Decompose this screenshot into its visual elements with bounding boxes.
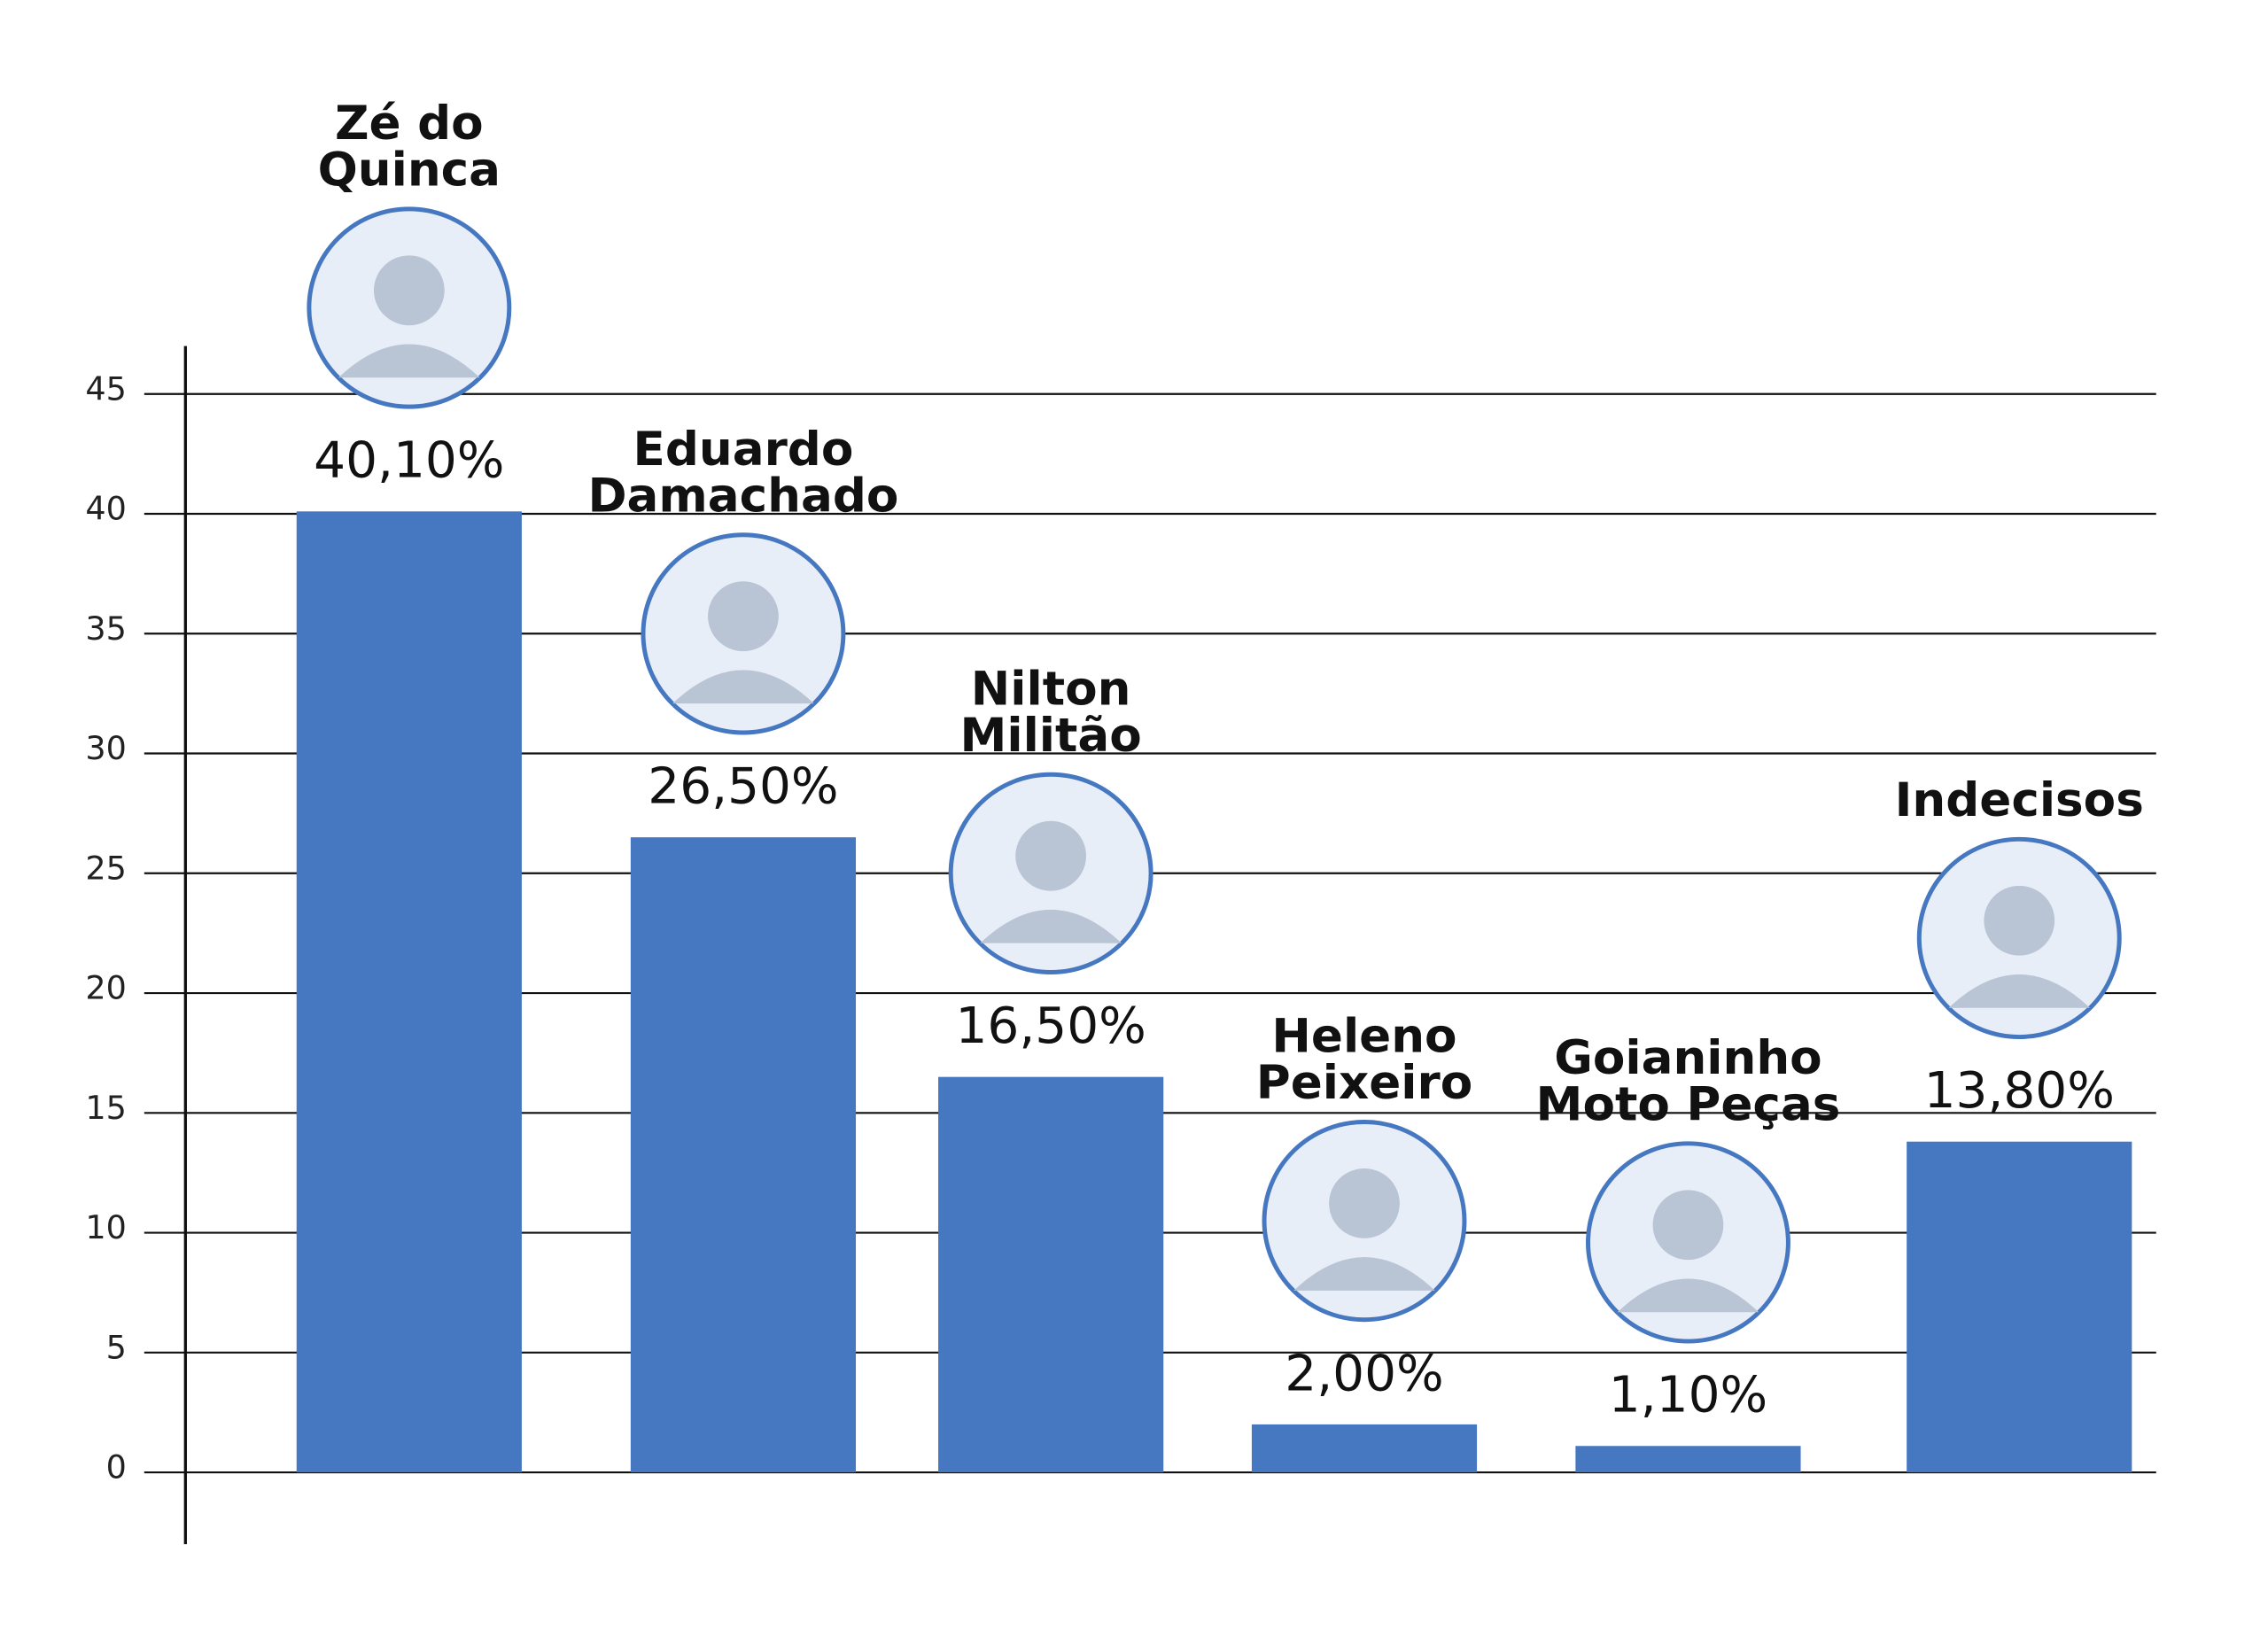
photo-head xyxy=(1015,820,1087,891)
candidate-photo xyxy=(948,772,1153,974)
value-label: 2,00% xyxy=(1285,1346,1443,1403)
value-label: 40,10% xyxy=(314,432,504,490)
candidate-name: Zé do xyxy=(335,97,484,151)
candidate-name: Nilton xyxy=(971,663,1131,717)
bar xyxy=(938,1076,1164,1473)
photo-shoulders xyxy=(1948,974,2090,1008)
candidate-name: Heleno xyxy=(1271,1010,1456,1064)
candidate-name: Quinca xyxy=(318,144,501,198)
candidate-photo xyxy=(641,532,846,735)
candidate-photo xyxy=(307,206,512,409)
candidate-name: Damachado xyxy=(587,470,898,524)
candidate-photo xyxy=(1262,1120,1467,1323)
y-tick-label: 10 xyxy=(85,1208,126,1246)
photo-shoulders xyxy=(980,909,1122,943)
photo-shoulders xyxy=(672,670,814,704)
bar xyxy=(296,511,522,1473)
bar xyxy=(630,837,857,1473)
candidate-name: Indecisos xyxy=(1895,773,2144,827)
candidate-photo xyxy=(1916,836,2122,1039)
y-tick-label: 25 xyxy=(85,850,126,888)
candidate-name: Eduardo xyxy=(633,423,854,477)
photo-head xyxy=(708,581,779,652)
y-tick-label: 40 xyxy=(85,490,126,528)
value-label: 1,10% xyxy=(1609,1367,1767,1424)
bar xyxy=(1907,1141,2132,1473)
photo-shoulders xyxy=(1617,1278,1759,1313)
bar xyxy=(1575,1446,1801,1473)
y-tick-label: 35 xyxy=(85,609,126,648)
y-tick-label: 0 xyxy=(106,1448,127,1486)
candidate-name: Moto Peças xyxy=(1536,1078,1841,1132)
y-tick-label: 45 xyxy=(85,370,126,408)
candidate-photo xyxy=(1586,1141,1790,1344)
photo-head xyxy=(373,255,445,326)
photo-head xyxy=(1984,885,2055,956)
photo-shoulders xyxy=(1293,1257,1435,1291)
value-label: 16,50% xyxy=(955,997,1146,1055)
candidate-name: Peixeiro xyxy=(1256,1056,1472,1110)
value-label: 26,50% xyxy=(648,758,838,816)
y-tick-label: 30 xyxy=(85,729,126,767)
photo-head xyxy=(1652,1190,1724,1261)
y-tick-label: 20 xyxy=(85,969,126,1007)
photo-shoulders xyxy=(338,344,480,378)
bar xyxy=(1251,1424,1478,1473)
y-tick-label: 5 xyxy=(106,1329,127,1367)
candidate-name: Goianinho xyxy=(1554,1031,1821,1085)
value-label: 13,80% xyxy=(1924,1062,2115,1120)
photo-head xyxy=(1329,1168,1400,1238)
y-tick-label: 15 xyxy=(85,1089,126,1127)
candidate-name: Militão xyxy=(959,709,1141,763)
